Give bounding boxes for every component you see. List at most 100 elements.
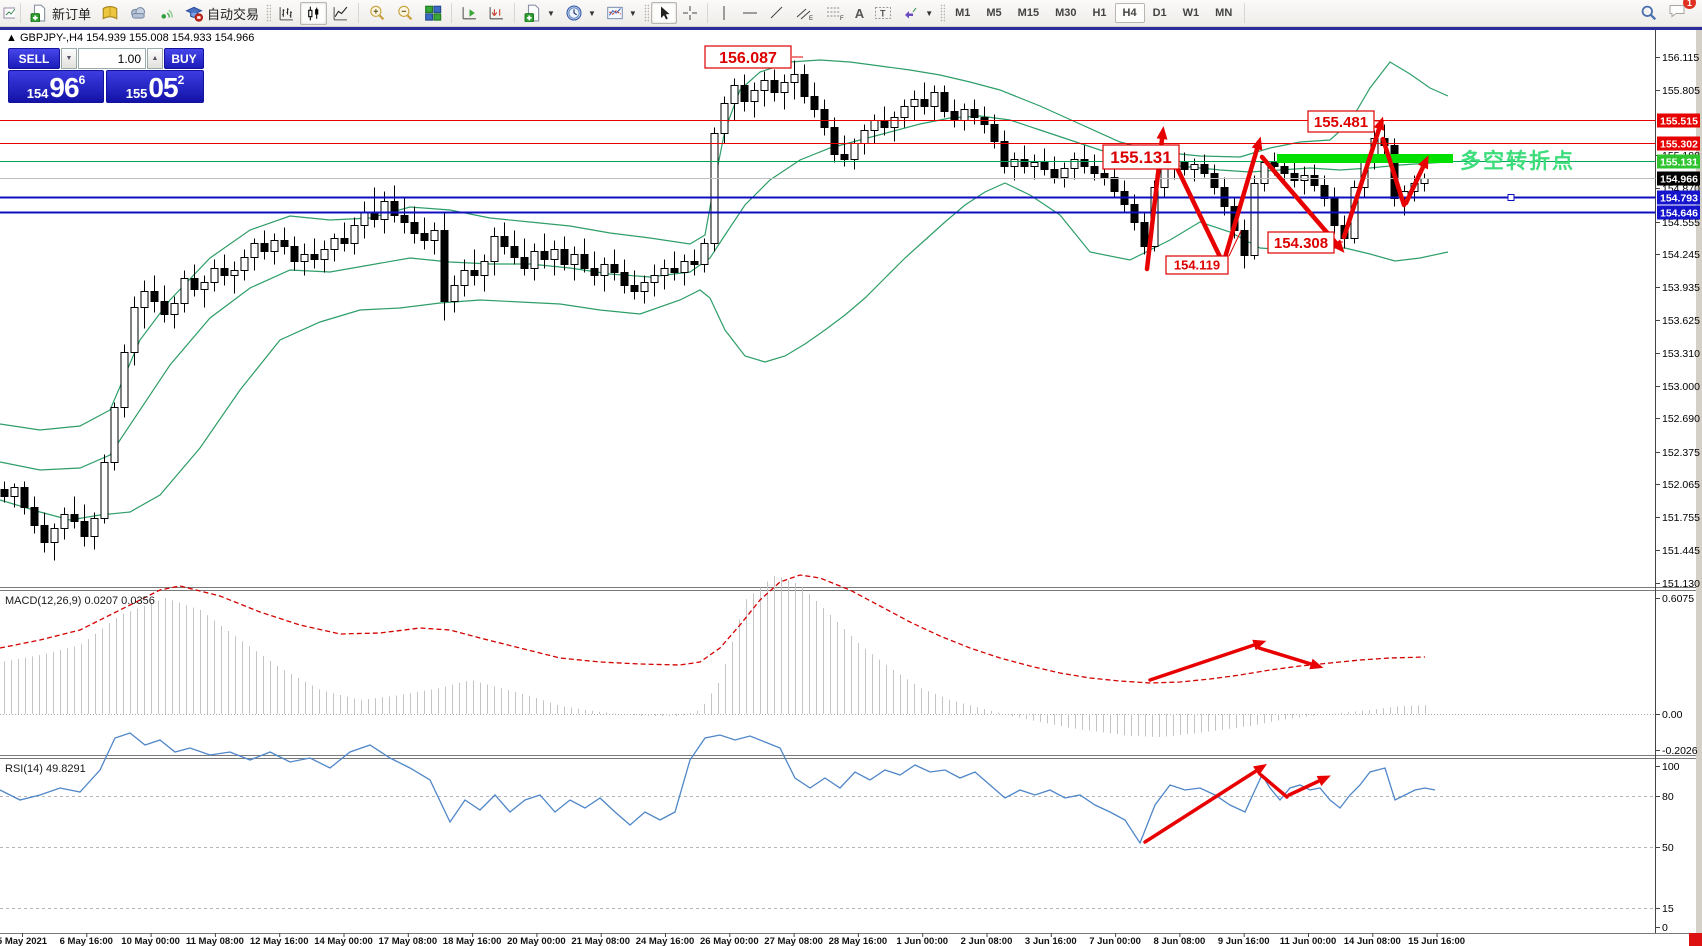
svg-text:10 May 00:00: 10 May 00:00 <box>121 936 180 946</box>
window-accent-strip <box>0 27 1702 30</box>
tile-windows-button[interactable] <box>419 1 447 25</box>
clock-icon <box>566 5 582 21</box>
search-icon[interactable] <box>1640 4 1658 22</box>
auto-scroll-button[interactable] <box>483 2 510 25</box>
svg-text:6 May 16:00: 6 May 16:00 <box>60 936 113 946</box>
toolbar-grip[interactable] <box>643 4 649 22</box>
new-order-icon <box>30 4 46 22</box>
buy-price-point: 2 <box>177 73 185 87</box>
svg-text:1 Jun 00:00: 1 Jun 00:00 <box>896 936 948 946</box>
svg-text:155.131: 155.131 <box>1660 157 1698 169</box>
price-tag-154.793: 154.793 <box>1657 190 1700 205</box>
auto-scroll-icon <box>489 6 503 19</box>
tf-w1-button[interactable]: W1 <box>1182 7 1200 19</box>
zoom-out-button[interactable] <box>391 1 419 25</box>
svg-text:155.481: 155.481 <box>1314 114 1368 131</box>
svg-text:153.000: 153.000 <box>1662 381 1700 393</box>
new-order-button[interactable]: 新订单 <box>25 1 96 26</box>
volume-down-button[interactable]: ▼ <box>61 48 77 69</box>
price-callout-154.119: 154.119 <box>1165 230 1242 275</box>
new-chart-button[interactable] <box>1 2 16 24</box>
line-chart-mode-button[interactable] <box>327 2 354 25</box>
cursor-tool-button[interactable] <box>650 2 677 24</box>
volume-up-button[interactable]: ▲ <box>147 48 163 69</box>
notification-badge: 1 <box>1683 0 1696 9</box>
svg-text:28 May 16:00: 28 May 16:00 <box>829 936 888 946</box>
signal-icon <box>161 9 173 19</box>
svg-text:156.115: 156.115 <box>1662 52 1699 64</box>
fibonacci-tool[interactable]: F <box>820 2 850 24</box>
indicators-button[interactable]: ▼ <box>519 1 560 25</box>
svg-text:0: 0 <box>1662 922 1668 934</box>
market-watch-button[interactable] <box>96 1 124 25</box>
arrows-tool[interactable]: ▼ <box>897 2 938 24</box>
candlestick-mode-button[interactable] <box>300 1 328 25</box>
tf-mn-button[interactable]: MN <box>1215 7 1233 19</box>
notifications-button[interactable]: 1 <box>1668 0 1696 24</box>
price-tag-154.966: 154.966 <box>1657 171 1700 186</box>
svg-text:151.445: 151.445 <box>1662 545 1700 557</box>
price-callout-154.308: 154.308 <box>1267 231 1343 254</box>
buy-button[interactable]: BUY <box>164 48 204 69</box>
svg-text:26 May 00:00: 26 May 00:00 <box>700 936 759 946</box>
svg-text:155.515: 155.515 <box>1660 116 1698 128</box>
tf-d1-button[interactable]: D1 <box>1152 7 1167 19</box>
toolbar-grip[interactable] <box>266 4 272 22</box>
sell-price-pips: 96 <box>49 72 79 103</box>
tf-m15-button[interactable]: M15 <box>1017 7 1040 19</box>
text-tool[interactable]: A <box>850 3 869 24</box>
templates-button[interactable]: ▼ <box>601 1 642 25</box>
svg-text:155.131: 155.131 <box>1110 148 1171 167</box>
svg-text:0.00: 0.00 <box>1662 709 1683 721</box>
tf-m30-button[interactable]: M30 <box>1055 7 1077 19</box>
svg-text:20 May 00:00: 20 May 00:00 <box>507 936 566 946</box>
chart-shift-button[interactable] <box>456 2 483 25</box>
sell-button[interactable]: SELL <box>8 48 60 69</box>
price-tag-155.302: 155.302 <box>1657 136 1700 151</box>
separator <box>1244 3 1246 23</box>
price-callout-156.087: 156.087 <box>704 45 803 69</box>
tf-h4-button[interactable]: H4 <box>1114 3 1145 23</box>
zoom-in-button[interactable] <box>363 1 391 25</box>
zoom-out-icon <box>398 5 413 21</box>
svg-text:14 Jun 08:00: 14 Jun 08:00 <box>1344 936 1401 946</box>
macd-label: MACD(12,26,9) 0.0207 0.0356 <box>5 595 155 607</box>
autotrading-button[interactable]: 自动交易 <box>180 1 264 26</box>
text-a-icon: A <box>854 5 865 21</box>
periods-button[interactable]: ▼ <box>560 1 601 25</box>
svg-text:12 May 16:00: 12 May 16:00 <box>250 936 309 946</box>
vertical-line-tool[interactable] <box>712 2 736 24</box>
volume-input[interactable]: 1.00 <box>78 48 146 69</box>
data-window-button[interactable] <box>124 1 152 25</box>
crosshair-tool-button[interactable] <box>677 2 703 24</box>
buy-price-pips: 05 <box>148 72 178 103</box>
tf-h1-button[interactable]: H1 <box>1092 7 1107 19</box>
svg-text:15 Jun 16:00: 15 Jun 16:00 <box>1408 936 1465 946</box>
crosshair-icon <box>682 6 697 20</box>
sell-price-button[interactable]: 154 96 6 <box>8 70 104 103</box>
text-label-tool[interactable]: T <box>869 2 897 24</box>
zoom-in-icon <box>370 5 385 21</box>
sell-price-point: 6 <box>78 73 86 87</box>
buy-price-button[interactable]: 155 05 2 <box>106 70 204 103</box>
equidistant-channel-tool[interactable]: E <box>790 2 820 24</box>
svg-text:17 May 08:00: 17 May 08:00 <box>378 936 437 946</box>
trendline-tool[interactable] <box>764 2 790 24</box>
tf-m1-button[interactable]: M1 <box>955 7 971 19</box>
chevron-down-icon: ▼ <box>925 8 934 18</box>
horizontal-line-tool[interactable] <box>736 2 764 24</box>
svg-text:0.6075: 0.6075 <box>1662 593 1694 605</box>
pivot-zone-label: 多空转折点 <box>1460 149 1575 173</box>
signals-button[interactable] <box>152 1 180 25</box>
bar-chart-mode-button[interactable] <box>273 2 300 25</box>
tf-m5-button[interactable]: M5 <box>986 7 1002 19</box>
toolbar-grip[interactable] <box>940 4 946 22</box>
svg-text:154.245: 154.245 <box>1662 249 1700 261</box>
arrow-shapes-icon <box>905 7 917 19</box>
candles <box>0 60 1429 561</box>
separator <box>451 3 453 23</box>
autotrade-hat-icon <box>185 6 204 22</box>
svg-text:151.130: 151.130 <box>1662 578 1700 590</box>
svg-text:27 May 08:00: 27 May 08:00 <box>764 936 823 946</box>
